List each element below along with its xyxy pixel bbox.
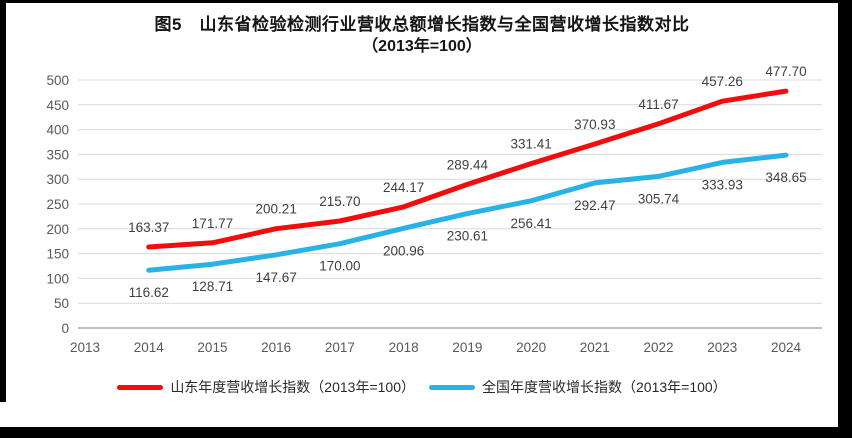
y-tick-label: 0: [61, 321, 69, 336]
x-tick-label: 2018: [389, 340, 419, 355]
x-tick-label: 2022: [644, 340, 674, 355]
frame-edge-patch: [0, 402, 6, 427]
data-label: 457.26: [702, 74, 743, 89]
y-tick-label: 100: [46, 271, 69, 286]
line-chart-plot: 0 50 100 150 200 250 300 350 400 450 500 2013 2014 20…: [46, 64, 822, 355]
data-label: 292.47: [574, 198, 615, 213]
y-tick-label: 450: [46, 98, 69, 113]
y-tick-label: 250: [46, 197, 69, 212]
data-label: 128.71: [192, 279, 233, 294]
legend-item-national: 全国年度营收增长指数（2013年=100）: [429, 377, 727, 397]
y-tick-label: 150: [46, 247, 69, 262]
legend-label-shandong: 山东年度营收增长指数（2013年=100）: [170, 379, 415, 395]
data-label: 200.96: [383, 243, 424, 258]
data-label: 331.41: [510, 137, 551, 152]
data-label: 333.93: [702, 177, 743, 192]
legend-label-national: 全国年度营收增长指数（2013年=100）: [482, 379, 727, 395]
data-label: 163.37: [128, 220, 169, 235]
data-label: 370.93: [574, 117, 615, 132]
data-label: 200.21: [256, 202, 297, 217]
x-tick-label: 2023: [707, 340, 737, 355]
data-label: 244.17: [383, 180, 424, 195]
data-label: 147.67: [256, 270, 297, 285]
x-tick-label: 2013: [70, 340, 100, 355]
shandong-line-color-icon: [117, 384, 164, 390]
data-label: 170.00: [319, 259, 360, 274]
x-tick-label: 2014: [134, 340, 165, 355]
x-tick-label: 2021: [580, 340, 610, 355]
series-line-shandong: [146, 88, 789, 250]
x-tick-label: 2019: [452, 340, 482, 355]
y-tick-label: 300: [46, 172, 69, 187]
x-tick-label: 2015: [197, 340, 227, 355]
data-label: 116.62: [129, 285, 169, 300]
x-tick-label: 2017: [325, 340, 355, 355]
national-line-color-icon: [429, 384, 475, 390]
y-tick-label: 200: [46, 222, 69, 237]
data-label: 215.70: [319, 194, 360, 209]
data-label: 289.44: [447, 157, 489, 172]
data-label: 348.65: [765, 170, 806, 185]
x-tick-label: 2016: [261, 340, 291, 355]
x-tick-label: 2020: [516, 340, 546, 355]
data-label: 230.61: [447, 229, 488, 244]
chart-legend: 山东年度营收增长指数（2013年=100） 全国年度营收增长指数（2013年=1…: [6, 376, 838, 398]
data-label: 171.77: [192, 216, 233, 231]
series-line-national: [146, 152, 789, 273]
legend-item-shandong: 山东年度营收增长指数（2013年=100）: [117, 377, 415, 397]
chart-canvas: 图5 山东省检验检测行业营收总额增长指数与全国营收增长指数对比 （2013年=1…: [6, 3, 838, 427]
y-tick-label: 400: [46, 123, 69, 138]
y-tick-label: 350: [46, 147, 69, 162]
y-tick-label: 500: [46, 73, 69, 88]
chart-title: 图5 山东省检验检测行业营收总额增长指数与全国营收增长指数对比: [154, 15, 690, 34]
chart-subtitle: （2013年=100）: [362, 38, 482, 55]
x-tick-label: 2024: [771, 340, 802, 355]
data-label: 305.74: [638, 191, 680, 206]
data-label: 477.70: [765, 64, 806, 79]
data-label: 256.41: [510, 216, 551, 231]
data-label: 411.67: [638, 97, 678, 112]
y-tick-label: 50: [54, 296, 69, 311]
